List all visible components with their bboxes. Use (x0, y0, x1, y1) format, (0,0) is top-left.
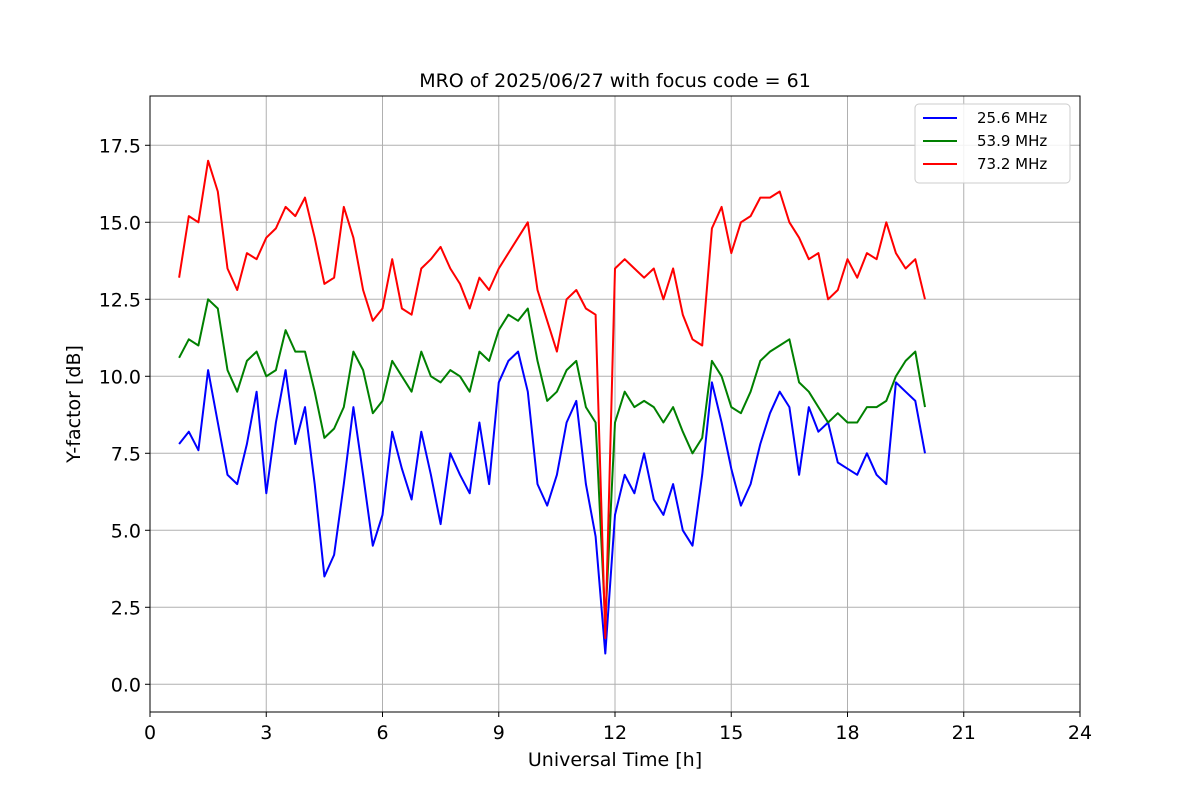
y-tick-label: 10.0 (99, 366, 141, 388)
chart-title: MRO of 2025/06/27 with focus code = 61 (419, 70, 811, 92)
x-tick-label: 15 (719, 722, 743, 744)
legend-label: 73.2 MHz (977, 155, 1047, 173)
y-tick-label: 12.5 (99, 289, 141, 311)
x-axis-label: Universal Time [h] (528, 749, 702, 771)
y-axis-label: Y-factor [dB] (63, 345, 85, 464)
x-axis-ticks: 0 3 6 9 12 15 18 21 24 (144, 712, 1092, 744)
legend: 25.6 MHz 53.9 MHz 73.2 MHz (914, 103, 1071, 184)
y-tick-label: 17.5 (99, 135, 141, 157)
x-tick-label: 9 (493, 722, 505, 744)
x-tick-label: 0 (144, 722, 156, 744)
y-tick-label: 5.0 (111, 520, 141, 542)
x-tick-label: 18 (835, 722, 859, 744)
y-tick-label: 0.0 (111, 674, 141, 696)
legend-label: 53.9 MHz (977, 132, 1047, 150)
y-tick-label: 2.5 (111, 597, 141, 619)
series-line-0 (178, 350, 926, 655)
x-tick-label: 21 (952, 722, 976, 744)
y-axis-ticks: 0.0 2.5 5.0 7.5 10.0 12.5 15.0 17.5 (99, 135, 150, 696)
y-tick-label: 15.0 (99, 212, 141, 234)
series-line-2 (178, 159, 926, 640)
legend-label: 25.6 MHz (977, 109, 1047, 127)
x-tick-label: 3 (260, 722, 272, 744)
x-tick-label: 12 (603, 722, 627, 744)
y-tick-label: 7.5 (111, 443, 141, 465)
x-tick-label: 6 (376, 722, 388, 744)
x-tick-label: 24 (1068, 722, 1092, 744)
data-series (178, 159, 926, 655)
series-line-1 (178, 298, 926, 624)
